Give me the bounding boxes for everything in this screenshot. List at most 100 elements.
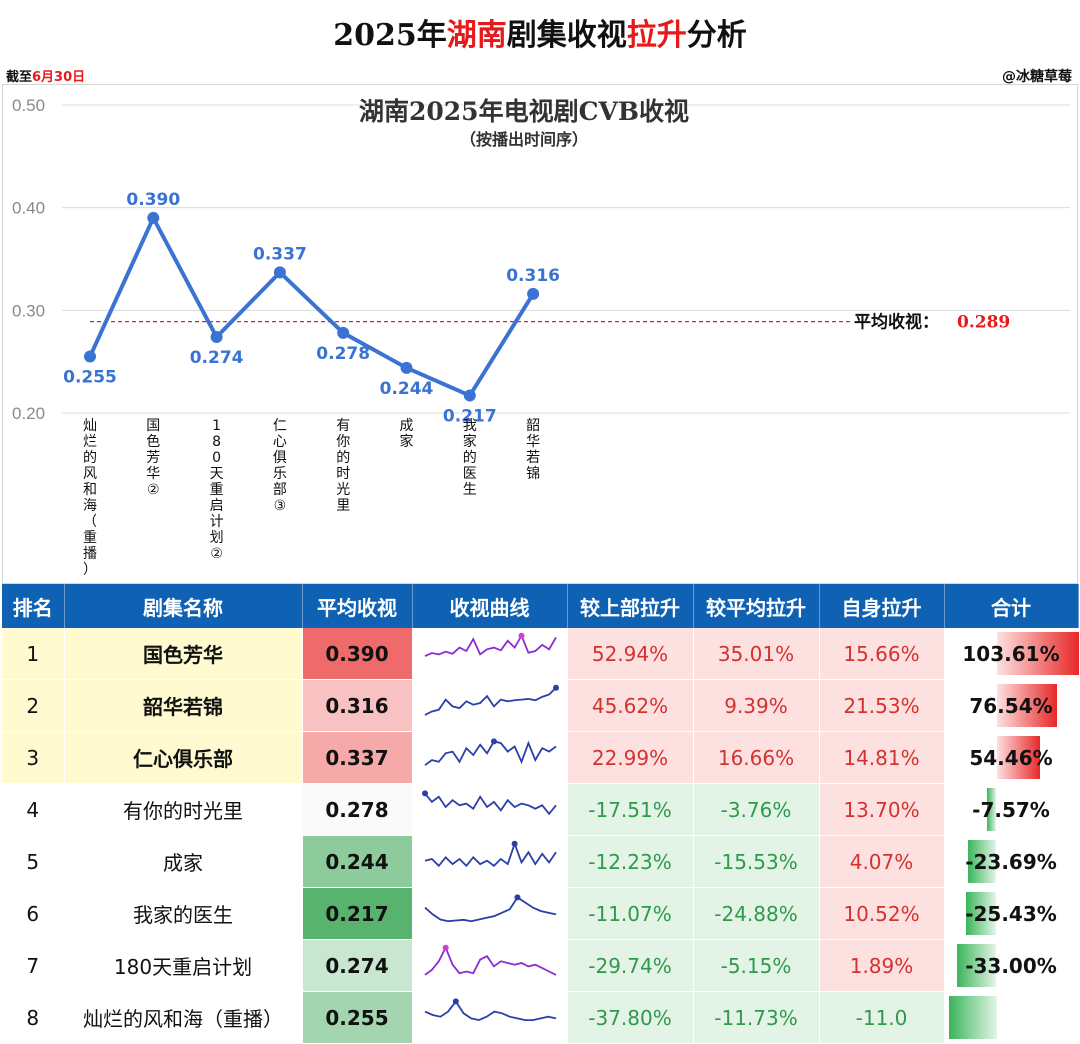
self-lift-cell: 1.89%	[819, 939, 945, 992]
x-tick-label: 有你的时光里	[336, 418, 350, 514]
sparkline	[423, 894, 556, 923]
vs-avg-cell: 35.01%	[693, 628, 820, 680]
data-point	[337, 326, 350, 339]
table-row: 3 仁心俱乐部 0.337 22.99% 16.66% 14.81% 54.46%	[2, 731, 1079, 784]
table-row: 8 灿烂的风和海（重播） 0.255 -37.80% -11.73% -11.0	[2, 991, 1079, 1044]
sparkline	[424, 840, 557, 868]
vs-avg-cell: 16.66%	[693, 731, 820, 784]
rating-curve-cell	[412, 679, 568, 732]
sparkline-path	[424, 840, 557, 868]
rank-cell: 2	[2, 679, 65, 732]
sparkline-peak	[452, 998, 459, 1005]
rating-curve-cell	[412, 783, 568, 836]
total-bar	[996, 684, 1058, 727]
rank-cell: 8	[2, 991, 65, 1044]
total-cell: 54.46%	[944, 731, 1079, 784]
sparkline	[424, 632, 557, 657]
vs-avg-cell: -3.76%	[693, 783, 820, 836]
data-point	[210, 331, 223, 344]
total-cell: -23.69%	[944, 835, 1079, 888]
total-cell: 76.54%	[944, 679, 1079, 732]
rating-curve-cell	[412, 887, 568, 940]
y-tick-label: 0.40	[12, 199, 45, 218]
avg-rating-cell: 0.316	[302, 679, 413, 732]
drama-name-cell: 韶华若锦	[64, 679, 303, 732]
x-tick-label: 国色芳华 ②	[146, 418, 160, 498]
avg-rating-cell: 0.274	[302, 939, 413, 992]
sparkline	[421, 790, 557, 816]
sparkline-path	[423, 740, 557, 766]
x-tick-label: 1 8 0 天重启计划 ②	[210, 418, 224, 562]
avg-rating-cell: 0.278	[302, 783, 413, 836]
rating-curve-cell	[412, 628, 568, 680]
vs-prev-cell: -17.51%	[567, 783, 694, 836]
header-rank: 排名	[2, 584, 65, 628]
sparkline-path	[424, 633, 557, 657]
total-bar	[996, 632, 1079, 675]
rating-curve-cell	[412, 939, 568, 992]
drama-name-cell: 180天重启计划	[64, 939, 303, 992]
table-row: 4 有你的时光里 0.278 -17.51% -3.76% 13.70% -7.57%	[2, 783, 1079, 836]
total-value: -25.43%	[965, 901, 1057, 926]
total-value: 76.54%	[969, 693, 1053, 718]
rank-cell: 3	[2, 731, 65, 784]
sparkline-peak	[518, 632, 525, 639]
drama-name-cell: 国色芳华	[64, 628, 303, 680]
data-point	[84, 350, 96, 363]
header-vs-avg: 较平均拉升	[693, 584, 820, 628]
sparkline	[424, 998, 556, 1022]
rating-curve-cell	[412, 835, 568, 888]
vs-avg-cell: -24.88%	[693, 887, 820, 940]
avg-rating-cell: 0.337	[302, 731, 413, 784]
x-tick-label: 成家	[400, 418, 414, 450]
table-row: 6 我家的医生 0.217 -11.07% -24.88% 10.52% -25.43%	[2, 887, 1079, 940]
header-self: 自身拉升	[819, 584, 945, 628]
x-tick-label: 灿烂的风和海（重播）	[83, 418, 97, 578]
total-value: -33.00%	[965, 953, 1057, 978]
rank-cell: 4	[2, 783, 65, 836]
sparkline	[424, 684, 559, 716]
drama-name-cell: 我家的医生	[64, 887, 303, 940]
total-bar	[965, 892, 997, 935]
sparkline-peak	[552, 684, 559, 691]
header-curve: 收视曲线	[412, 584, 568, 628]
cutoff-date-note: 截至6月30日	[6, 70, 86, 85]
vs-prev-cell: -29.74%	[567, 939, 694, 992]
header-total: 合计	[944, 584, 1079, 628]
author-watermark: @冰糖草莓	[1002, 69, 1072, 85]
ratings-line-chart: 0.50 0.40 0.30 0.20 湖南2025年电视剧CVB收视 （按播出时间序） 平…	[12, 96, 1070, 578]
total-bar	[948, 996, 997, 1039]
drama-name-cell: 成家	[64, 835, 303, 888]
total-cell	[944, 991, 1079, 1044]
vs-prev-cell: -12.23%	[567, 835, 694, 888]
sparkline-peak	[511, 840, 518, 847]
sparkline-peak	[421, 790, 428, 797]
chart-frame	[2, 84, 1078, 584]
rank-cell: 5	[2, 835, 65, 888]
table-row: 5 成家 0.244 -12.23% -15.53% 4.07% -23.69%	[2, 835, 1079, 888]
x-tick-label: 仁心俱乐部 ③	[273, 418, 287, 514]
data-point	[273, 266, 286, 279]
x-tick-label: 韶华若锦	[526, 418, 540, 482]
table-row: 2 韶华若锦 0.316 45.62% 9.39% 21.53% 76.54%	[2, 679, 1079, 732]
vs-prev-cell: 52.94%	[567, 628, 694, 680]
data-label: 0.274	[190, 348, 244, 368]
data-label: 0.390	[126, 190, 180, 210]
total-value: 103.61%	[962, 641, 1060, 666]
y-tick-label: 0.50	[12, 96, 45, 115]
data-label: 0.244	[380, 379, 434, 399]
sparkline-path	[423, 896, 556, 923]
average-label: 平均收视：	[854, 312, 939, 333]
average-value: 0.289	[957, 313, 1010, 333]
data-point	[400, 361, 413, 374]
data-point	[527, 287, 540, 300]
sparkline-peak	[442, 944, 449, 951]
sparkline-path	[423, 792, 557, 816]
table-row: 1 国色芳华 0.390 52.94% 35.01% 15.66% 103.61%	[2, 628, 1079, 680]
total-cell: -7.57%	[944, 783, 1079, 836]
rating-curve-cell	[412, 991, 568, 1044]
vs-avg-cell: -15.53%	[693, 835, 820, 888]
self-lift-cell: 13.70%	[819, 783, 945, 836]
rank-cell: 6	[2, 887, 65, 940]
drama-name-cell: 有你的时光里	[64, 783, 303, 836]
